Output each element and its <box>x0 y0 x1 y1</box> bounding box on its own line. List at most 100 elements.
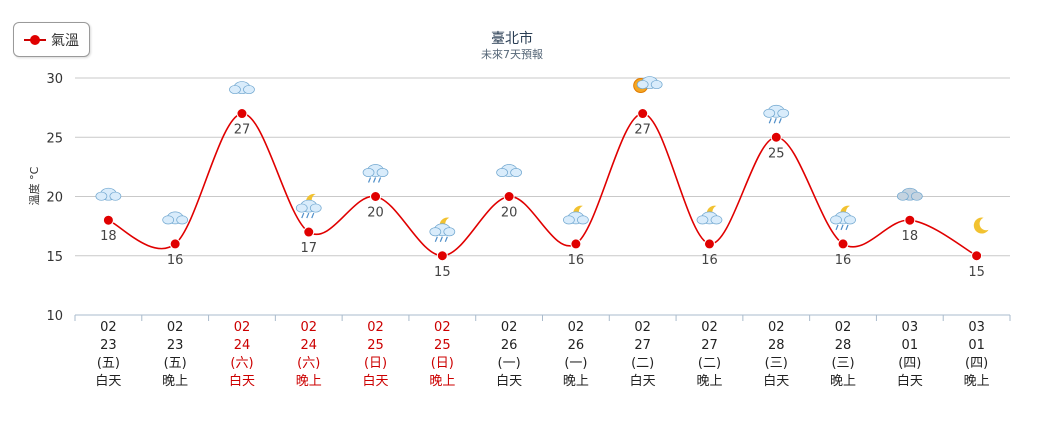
x-tick-month: 03 <box>902 320 919 335</box>
raindrop <box>835 224 839 231</box>
data-label: 16 <box>167 253 184 268</box>
x-tick-day: 25 <box>434 338 451 353</box>
x-tick-day: 24 <box>300 338 317 353</box>
x-tick-weekday: (三) <box>765 356 788 371</box>
x-tick-day: 27 <box>634 338 651 353</box>
data-point <box>637 108 649 120</box>
data-point <box>169 238 181 250</box>
raindrop <box>311 212 315 219</box>
x-tick-month: 02 <box>501 320 518 335</box>
data-label: 16 <box>701 253 718 268</box>
x-tick-period: 白天 <box>95 373 121 389</box>
x-tick-month: 02 <box>835 320 852 335</box>
x-tick-month: 02 <box>367 320 384 335</box>
raindrop <box>306 212 310 219</box>
data-label: 27 <box>634 123 651 138</box>
raindrop <box>377 177 382 183</box>
raindrop <box>367 177 372 183</box>
x-tick-month: 02 <box>701 320 718 335</box>
x-tick-period: 晚上 <box>830 374 856 389</box>
x-tick-period: 晚上 <box>296 374 322 389</box>
data-point <box>770 131 782 143</box>
x-tick-period: 白天 <box>496 373 522 389</box>
x-tick-period: 晚上 <box>964 374 990 389</box>
cloud-icon <box>563 211 589 225</box>
raindrop <box>845 224 849 231</box>
x-tick-day: 28 <box>768 338 785 353</box>
x-tick-period: 白天 <box>363 373 389 389</box>
cloud-icon <box>496 164 522 177</box>
chart-subtitle: 未來7天預報 <box>481 48 543 61</box>
legend-label: 氣溫 <box>51 33 79 49</box>
data-label: 15 <box>434 265 451 280</box>
cloud-icon <box>229 81 255 95</box>
data-point <box>236 108 248 120</box>
data-label: 25 <box>768 146 785 161</box>
x-tick-day: 25 <box>367 338 384 353</box>
data-point <box>971 250 983 262</box>
chart-title: 臺北市 <box>491 31 533 47</box>
x-tick-day: 23 <box>167 338 184 353</box>
moon-icon <box>973 217 989 234</box>
data-point <box>102 214 114 226</box>
x-tick-month: 02 <box>234 320 251 335</box>
x-tick-period: 白天 <box>630 373 656 389</box>
x-tick-weekday: (日) <box>364 356 387 371</box>
raindrop <box>434 236 438 242</box>
temperature-series-line <box>108 112 977 257</box>
y-tick-label: 20 <box>46 191 63 206</box>
x-tick-day: 24 <box>234 338 251 353</box>
data-label: 18 <box>902 229 919 244</box>
x-tick-weekday: (四) <box>965 356 988 371</box>
x-tick-weekday: (五) <box>97 356 120 371</box>
raindrop <box>301 212 305 219</box>
cloud-icon <box>162 211 189 225</box>
data-point <box>837 238 849 250</box>
data-label: 20 <box>367 206 384 221</box>
x-tick-day: 01 <box>902 338 919 353</box>
x-tick-period: 晚上 <box>696 374 722 389</box>
x-tick-weekday: (一) <box>498 356 521 371</box>
x-tick-weekday: (二) <box>698 356 721 371</box>
x-tick-day: 01 <box>968 338 985 353</box>
x-tick-period: 晚上 <box>429 374 455 389</box>
cloud-icon <box>763 104 790 118</box>
data-label: 18 <box>100 229 117 244</box>
x-tick-weekday: (六) <box>230 356 253 371</box>
y-tick-label: 25 <box>46 131 63 146</box>
x-tick-month: 02 <box>434 320 451 335</box>
x-tick-weekday: (六) <box>297 356 320 371</box>
x-tick-weekday: (一) <box>564 356 587 371</box>
x-tick-month: 02 <box>167 320 184 335</box>
y-tick-label: 30 <box>46 72 63 87</box>
x-tick-weekday: (三) <box>831 356 854 371</box>
x-tick-day: 28 <box>835 338 852 353</box>
data-label: 17 <box>300 241 317 256</box>
legend[interactable]: 氣溫 <box>13 22 90 57</box>
x-tick-month: 02 <box>100 320 117 335</box>
x-tick-period: 白天 <box>897 373 923 389</box>
y-tick-label: 10 <box>46 309 63 324</box>
raindrop <box>372 177 377 183</box>
x-tick-period: 白天 <box>229 373 255 389</box>
data-point <box>703 238 715 250</box>
x-tick-day: 26 <box>501 338 518 353</box>
y-tick-label: 15 <box>46 250 63 265</box>
x-tick-day: 26 <box>568 338 585 353</box>
cloud-icon <box>362 164 389 177</box>
cloud-icon <box>295 199 322 213</box>
data-label: 16 <box>835 253 852 268</box>
raindrop <box>768 118 772 124</box>
cloud-icon <box>896 187 923 201</box>
y-axis-label: 溫度 °C <box>28 166 41 206</box>
cloud-icon <box>830 211 856 225</box>
data-point <box>570 238 582 250</box>
raindrop <box>439 236 443 242</box>
x-tick-day: 27 <box>701 338 718 353</box>
x-tick-month: 02 <box>568 320 585 335</box>
data-point <box>370 191 382 202</box>
cloud-icon <box>429 223 456 237</box>
x-tick-weekday: (二) <box>631 356 654 371</box>
x-tick-month: 03 <box>968 320 985 335</box>
